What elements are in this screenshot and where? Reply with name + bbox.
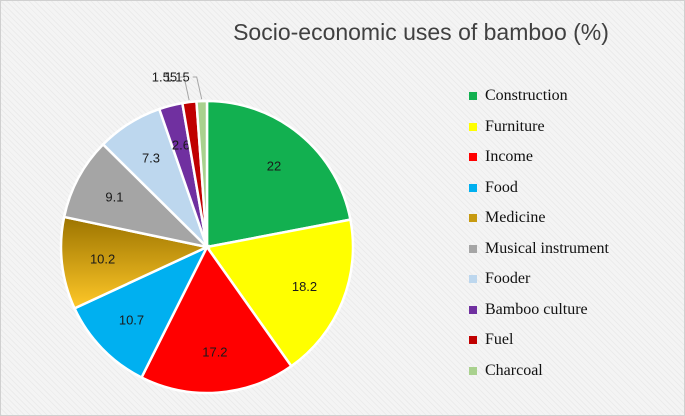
legend-label: Fuel	[485, 331, 514, 349]
legend-swatch	[469, 214, 477, 223]
legend-label: Bamboo culture	[485, 300, 588, 318]
legend-swatch	[469, 244, 477, 253]
pie-slice-food	[72, 244, 210, 380]
legend-label: Income	[485, 148, 533, 166]
legend-label: Musical instrument	[485, 239, 609, 257]
legend-swatch	[469, 153, 477, 162]
data-label-medicine: 10.2	[90, 251, 115, 266]
legend-item-medicine: Medicine	[469, 203, 669, 234]
data-label-musical-instrument: 9.1	[105, 190, 123, 205]
legend-label: Medicine	[485, 209, 546, 227]
legend-label: Food	[485, 178, 518, 196]
legend-swatch	[469, 92, 477, 101]
data-label-fooder: 7.3	[142, 151, 160, 166]
pie-slice-charcoal	[195, 99, 209, 248]
legend-item-fuel: Fuel	[469, 325, 669, 356]
leader-line-charcoal	[192, 76, 203, 100]
leader-line-fuel	[180, 76, 190, 101]
data-label-food: 10.7	[119, 313, 144, 328]
pie-slice-musical-instrument	[62, 142, 211, 250]
data-label-bamboo-culture: 2.6	[172, 138, 190, 153]
legend-swatch	[469, 183, 477, 192]
data-label-income: 17.2	[202, 344, 227, 359]
legend-item-musical-instrument: Musical instrument	[469, 234, 669, 265]
legend-swatch	[469, 122, 477, 131]
data-label-construction: 22	[267, 159, 281, 174]
legend-item-construction: Construction	[469, 81, 669, 112]
legend-swatch	[469, 336, 477, 345]
legend-swatch	[469, 366, 477, 375]
data-label-furniture: 18.2	[292, 279, 317, 294]
legend-item-food: Food	[469, 173, 669, 204]
legend-item-fooder: Fooder	[469, 264, 669, 295]
legend-label: Charcoal	[485, 361, 543, 379]
pie-slice-income	[139, 244, 294, 395]
legend-label: Construction	[485, 87, 568, 105]
legend: Construction Furniture Income Food Medicine M…	[469, 81, 669, 386]
data-label-fuel: 1.55	[152, 70, 177, 85]
data-label-charcoal: 1.15	[164, 70, 189, 85]
legend-item-furniture: Furniture	[469, 112, 669, 143]
legend-label: Fooder	[485, 270, 531, 288]
pie-slice-furniture	[204, 218, 355, 368]
legend-item-bamboo-culture: Bamboo culture	[469, 295, 669, 326]
legend-swatch	[469, 305, 477, 314]
legend-item-charcoal: Charcoal	[469, 356, 669, 387]
chart-title: Socio-economic uses of bamboo (%)	[233, 19, 609, 45]
legend-swatch	[469, 275, 477, 284]
legend-label: Furniture	[485, 117, 545, 135]
legend-item-income: Income	[469, 142, 669, 173]
pie-slice-construction	[205, 99, 352, 249]
